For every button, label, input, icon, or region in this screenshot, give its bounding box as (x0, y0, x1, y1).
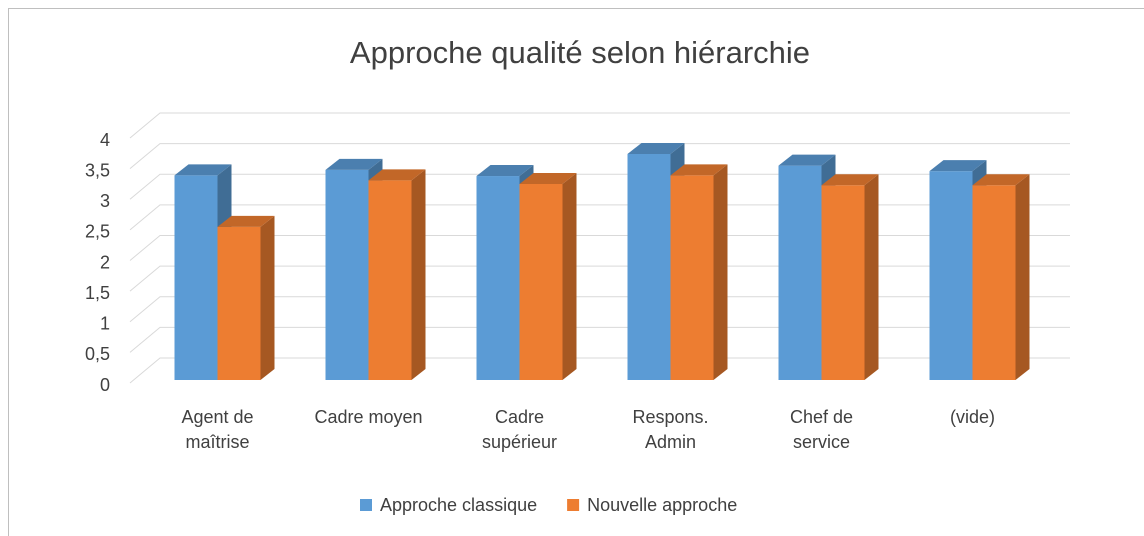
bar (821, 174, 879, 380)
bar (368, 169, 426, 380)
bar-front (778, 165, 822, 380)
bar-front (174, 175, 218, 380)
grid-line (129, 357, 1070, 384)
y-tick-label: 0,5 (85, 344, 110, 364)
legend-label: Nouvelle approche (587, 495, 737, 515)
grid-line (129, 112, 1070, 139)
bar-front (972, 185, 1016, 380)
y-tick-label: 2,5 (85, 222, 110, 242)
bar-front (670, 175, 714, 380)
bar-front (368, 180, 412, 380)
grid-line (129, 204, 1070, 231)
y-tick-label: 3,5 (85, 160, 110, 180)
bar (670, 164, 728, 380)
y-tick-label: 4 (100, 130, 110, 150)
bar-top (368, 169, 426, 181)
grid-line (129, 296, 1070, 323)
x-tick-label: Chef de service (789, 407, 854, 452)
grid-line (129, 143, 1070, 170)
x-tick-label: Agent de maîtrise (181, 407, 254, 452)
bar-side (260, 215, 275, 380)
x-tick-label: (vide) (949, 407, 995, 427)
bar-top (519, 173, 577, 184)
bar-front (325, 169, 369, 380)
x-tick-label: Respons. Admin (632, 407, 709, 452)
legend-swatch (360, 499, 372, 511)
bar (972, 174, 1030, 380)
legend-swatch (567, 499, 580, 511)
bar-front (627, 153, 671, 380)
bar-front (217, 226, 261, 380)
chart-title: Approche qualité selon hiérarchie (350, 35, 810, 70)
x-tick-label: Cadre supérieur (481, 407, 558, 452)
grid-line (129, 235, 1070, 261)
bar-top (821, 174, 879, 186)
bar-side (411, 169, 426, 380)
bar-top (778, 154, 836, 166)
bar-front (519, 184, 563, 380)
bar-side (864, 174, 879, 380)
bar-top (972, 174, 1030, 186)
y-tick-label: 3 (100, 191, 110, 211)
grid-line (129, 173, 1070, 200)
grid-line (129, 265, 1070, 292)
bar-side (1015, 174, 1030, 380)
bar-top (174, 164, 232, 176)
y-tick-label: 1,5 (85, 283, 110, 303)
x-tick-label: Cadre moyen (314, 407, 423, 427)
bar-top (217, 215, 275, 227)
bar-side (562, 173, 577, 380)
bar-top (670, 164, 728, 176)
bar-front (821, 185, 865, 380)
y-tick-label: 0 (100, 375, 110, 395)
bar-top (627, 142, 685, 154)
bar (217, 215, 275, 380)
legend-label: Approche classique (380, 495, 537, 515)
bar-top (929, 160, 987, 172)
bar (519, 173, 577, 380)
y-tick-label: 1 (100, 314, 110, 334)
y-tick-label: 2 (100, 252, 110, 272)
bar-front (929, 171, 973, 380)
bar-side (713, 164, 728, 380)
bar-front (476, 176, 520, 380)
bar-top (325, 158, 383, 170)
bar (476, 165, 534, 380)
grid-line (129, 326, 1070, 353)
bar-top (476, 165, 534, 177)
